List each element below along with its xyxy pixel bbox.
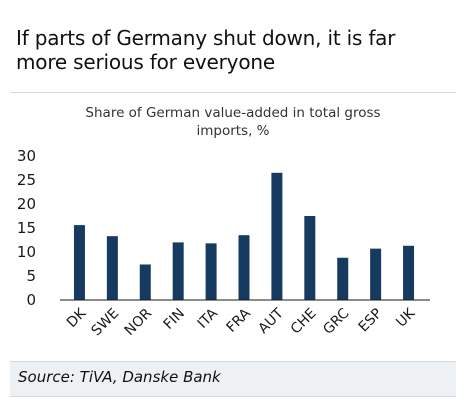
x-tick-label: AUT [255, 305, 287, 337]
y-tick-label: 10 [17, 243, 36, 261]
source-text: Source: TiVA, Danske Bank [18, 368, 221, 386]
x-tick-label: ESP [356, 306, 386, 336]
bar-fra [238, 235, 250, 300]
x-axis: DK SWE NOR FIN ITA FRA AUT CHE GRC ESP UK [64, 305, 419, 339]
chart-container: Share of German value-added in total gro… [10, 92, 456, 362]
bar-dk [73, 225, 85, 300]
title-line-2: more serious for everyone [16, 50, 275, 74]
x-tick-label: GRC [320, 305, 352, 337]
source-footer: Source: TiVA, Danske Bank [10, 362, 456, 397]
x-tick-label: UK [393, 305, 419, 331]
y-tick-label: 0 [26, 291, 36, 309]
x-tick-label: NOR [122, 305, 156, 339]
y-tick-label: 30 [17, 147, 36, 165]
y-tick-label: 20 [17, 195, 36, 213]
bar-grc [337, 257, 349, 300]
x-tick-label: ITA [195, 305, 222, 332]
chart-subtitle-line-1: Share of German value-added in total gro… [85, 105, 380, 121]
y-axis: 0 5 10 15 20 25 30 [17, 147, 36, 309]
bar-uk [403, 245, 415, 300]
bar-nor [139, 264, 151, 300]
bar-aut [271, 172, 283, 300]
x-tick-label: CHE [288, 306, 320, 338]
bar-che [304, 216, 316, 300]
x-tick-label: FIN [161, 306, 188, 333]
title-line-1: If parts of Germany shut down, it is far [16, 26, 396, 50]
y-tick-label: 15 [17, 219, 36, 237]
x-tick-label: DK [64, 305, 90, 331]
bar-esp [370, 248, 382, 300]
bar-fin [172, 242, 184, 300]
chart-subtitle-line-2: imports, % [196, 123, 269, 139]
y-tick-label: 25 [17, 171, 36, 189]
y-tick-label: 5 [26, 267, 36, 285]
bar-chart: Share of German value-added in total gro… [17, 105, 430, 339]
bar-ita [205, 243, 217, 300]
x-tick-label: FRA [224, 305, 255, 336]
bars [73, 172, 415, 300]
x-tick-label: SWE [89, 306, 123, 340]
page-title: If parts of Germany shut down, it is far… [16, 26, 456, 74]
bar-swe [106, 236, 118, 300]
